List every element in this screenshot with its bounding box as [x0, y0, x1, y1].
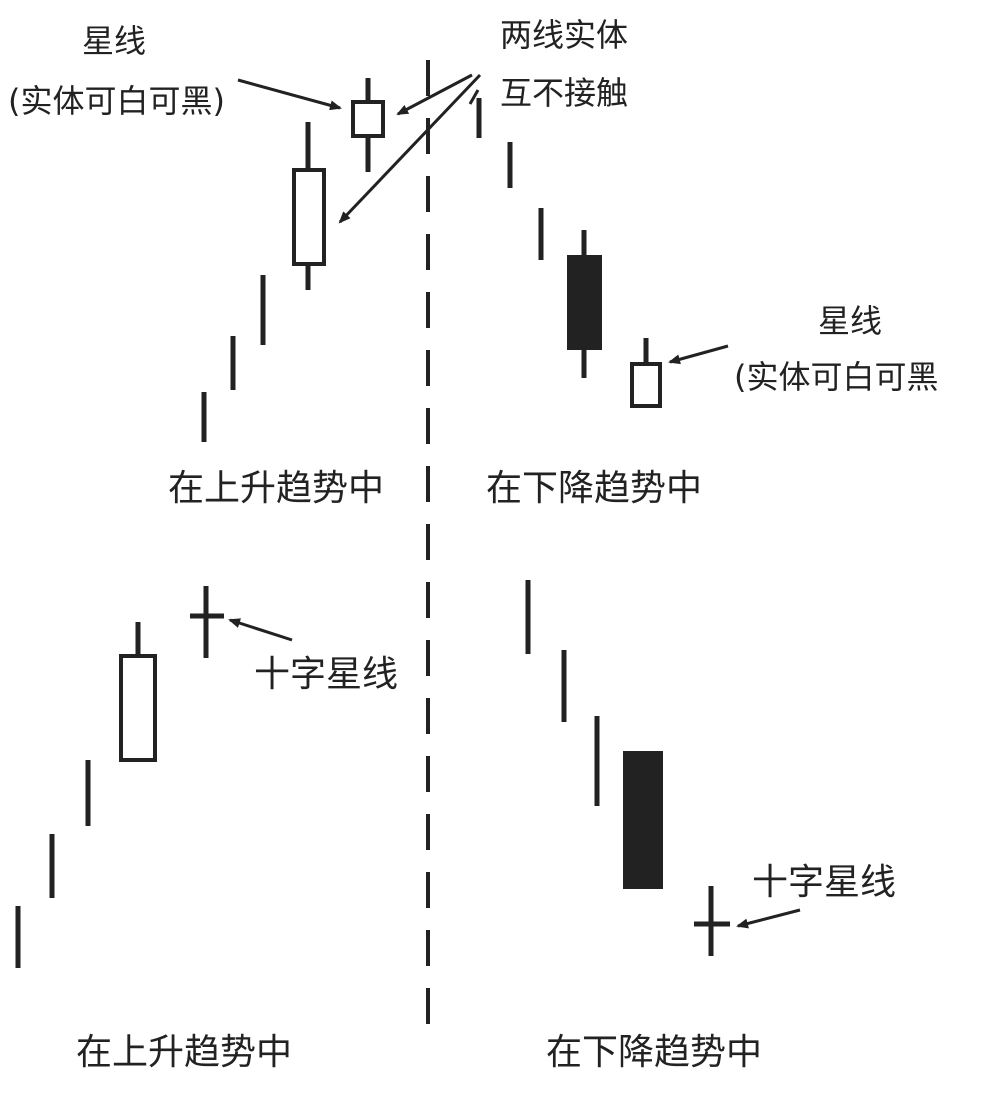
star-candle	[351, 78, 385, 172]
panel-bottom-right	[525, 580, 730, 956]
top-right-star-arrow	[668, 344, 729, 365]
panel-bottom-left	[15, 586, 224, 968]
bottom-left-doji-arrow	[228, 618, 293, 642]
top-right-trend-label: 在下降趋势中	[486, 468, 702, 509]
tall-black-candle	[567, 230, 602, 378]
bottom-right-doji-arrow	[736, 908, 801, 929]
top-right-star-label: 星线	[818, 302, 882, 340]
bodies-gap-arrows	[338, 73, 482, 224]
top-right-star-note: (实体可白可黑	[734, 358, 939, 396]
bottom-right-trend-label: 在下降趋势中	[546, 1032, 762, 1073]
panel-top-left	[201, 78, 385, 442]
doji-candle	[694, 886, 730, 956]
top-left-star-arrow	[237, 78, 342, 111]
panel-top-right	[476, 98, 662, 408]
bottom-left-trend-label: 在上升趋势中	[76, 1032, 292, 1073]
star-candle	[630, 338, 662, 408]
bottom-left-doji-label: 十字星线	[254, 654, 398, 695]
top-left-star-note: (实体可白可黑)	[8, 82, 225, 120]
top-left-trend-label: 在上升趋势中	[168, 468, 384, 509]
bodies-label-line2: 互不接触	[500, 74, 628, 112]
top-left-star-label: 星线	[82, 22, 146, 60]
bodies-label-line1: 两线实体	[500, 16, 628, 54]
tall-white-candle	[119, 622, 157, 762]
doji-candle	[190, 586, 224, 658]
tall-black-candle	[623, 751, 663, 889]
bottom-right-doji-label: 十字星线	[752, 862, 896, 903]
tall-white-candle	[292, 122, 326, 290]
